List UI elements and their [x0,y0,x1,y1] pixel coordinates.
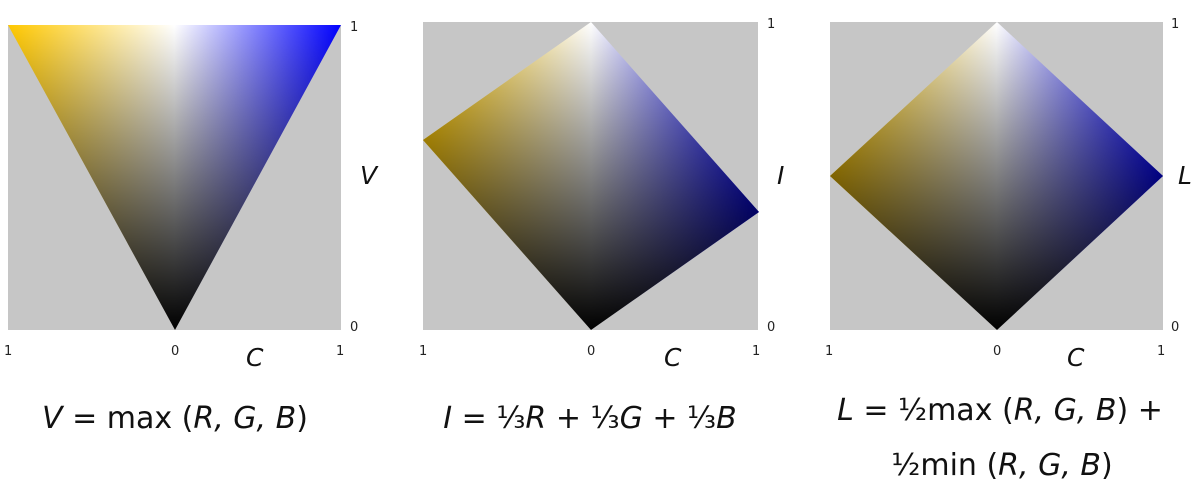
y-tick-top: 1 [350,20,358,35]
x-axis-label: C [1067,343,1085,372]
y-tick-bottom: 0 [350,320,358,335]
y-tick-bottom: 0 [1171,320,1179,335]
formula-op: = max ( [63,401,194,436]
formula-pre: ½min ( [891,448,998,483]
formula-op: = ½max ( [854,393,1014,428]
x-tick-center: 0 [993,344,1001,359]
formula-args: R, G, B [1014,393,1117,428]
x-tick-center: 0 [171,344,179,359]
x-axis-label: C [246,343,264,372]
formula-close: ) [296,401,308,436]
panel-hsv: 1 0 V 1 0 1 C V = max (R, G, B) [4,20,379,436]
formula-op: = ⅓ [452,401,525,436]
formula-var: I [443,401,452,436]
y-axis-label: V [360,161,379,190]
hsi-square-shade [423,22,759,330]
formula-var: L [837,393,854,428]
formula-b: B [716,401,737,436]
formula-close: ) [1101,448,1113,483]
x-tick-left: 1 [825,344,833,359]
y-axis-label: L [1178,161,1192,190]
panel-hsl: 1 0 L 1 0 1 C L = ½max (R, G, B) + ½min … [825,17,1192,483]
x-tick-right: 1 [752,344,760,359]
formula-g: G [620,401,643,436]
formula-plus-1: + ⅓ [546,401,619,436]
formula-i: I = ⅓R + ⅓G + ⅓B [443,401,736,436]
formula-plus-2: + ⅓ [643,401,716,436]
formula-v: V = max (R, G, B) [42,401,308,436]
x-tick-left: 1 [419,344,427,359]
formula-r: R [525,401,546,436]
hsl-diamond-shade [830,22,1163,330]
hsv-triangle-shade [8,25,341,330]
formula-close: ) + [1117,393,1163,428]
formula-l-line1: L = ½max (R, G, B) + [837,393,1163,428]
x-tick-center: 0 [587,344,595,359]
y-tick-top: 1 [1171,17,1179,32]
x-tick-right: 1 [1157,344,1165,359]
formula-args: R, G, B [998,448,1101,483]
y-tick-bottom: 0 [767,320,775,335]
x-axis-label: C [664,343,682,372]
formula-var: V [42,401,65,436]
formula-args: R, G, B [193,401,296,436]
y-tick-top: 1 [767,17,775,32]
y-axis-label: I [777,161,784,190]
formula-l-line2: ½min (R, G, B) [891,448,1112,483]
x-tick-right: 1 [336,344,344,359]
panel-hsi: 1 0 I 1 0 1 C I = ⅓R + ⅓G + ⅓B [419,17,784,436]
x-tick-left: 1 [4,344,12,359]
